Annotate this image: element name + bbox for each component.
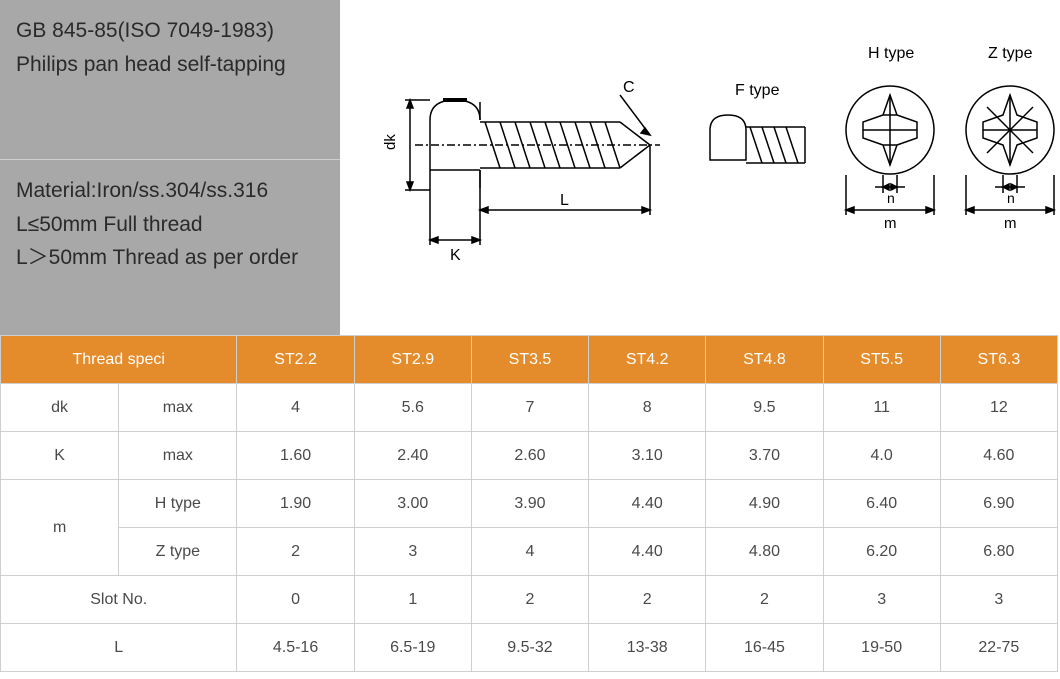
- label-k: K: [450, 247, 461, 264]
- label-c: C: [623, 79, 635, 96]
- cell: 4: [471, 528, 588, 576]
- spec-label-cell: Thread speci: [1, 336, 237, 384]
- diagram-panel: dk C L K F type H type Z type n m n m: [340, 0, 1060, 335]
- cell: 4.0: [823, 432, 940, 480]
- title-line2: Philips pan head self-tapping: [16, 48, 324, 82]
- cell: 12: [940, 384, 1057, 432]
- cell: 11: [823, 384, 940, 432]
- label-ftype: F type: [735, 82, 780, 99]
- table-header-row: Thread speci ST2.2 ST2.9 ST3.5 ST4.2 ST4…: [1, 336, 1058, 384]
- cell: 4.5-16: [237, 624, 354, 672]
- cell: 7: [471, 384, 588, 432]
- table-row: Z type 2 3 4 4.40 4.80 6.20 6.80: [1, 528, 1058, 576]
- cell: 2: [589, 576, 706, 624]
- cell: 5.6: [354, 384, 471, 432]
- label-htype: H type: [868, 45, 914, 62]
- cell: 4.40: [589, 480, 706, 528]
- label-h-m: m: [884, 215, 897, 232]
- cell: 9.5-32: [471, 624, 588, 672]
- row-label: dk: [1, 384, 119, 432]
- cell: 2: [471, 576, 588, 624]
- cell: 13-38: [589, 624, 706, 672]
- row-sub: max: [119, 384, 237, 432]
- label-l: L: [560, 192, 569, 209]
- col-head: ST4.2: [589, 336, 706, 384]
- cell: 9.5: [706, 384, 823, 432]
- col-head: ST3.5: [471, 336, 588, 384]
- row-sub: H type: [119, 480, 237, 528]
- screw-diagram: dk C L K F type H type Z type n m n m: [360, 40, 1060, 300]
- material-block: Material:Iron/ss.304/ss.316 L≤50mm Full …: [0, 160, 340, 335]
- row-sub: max: [119, 432, 237, 480]
- table-row: Slot No. 0 1 2 2 2 3 3: [1, 576, 1058, 624]
- cell: 4: [237, 384, 354, 432]
- row-sub: Z type: [119, 528, 237, 576]
- cell: 6.40: [823, 480, 940, 528]
- cell: 1.90: [237, 480, 354, 528]
- cell: 3.10: [589, 432, 706, 480]
- row-label: K: [1, 432, 119, 480]
- cell: 4.90: [706, 480, 823, 528]
- cell: 3.00: [354, 480, 471, 528]
- top-section: GB 845-85(ISO 7049-1983) Philips pan hea…: [0, 0, 1060, 335]
- cell: 0: [237, 576, 354, 624]
- material-line1: Material:Iron/ss.304/ss.316: [16, 174, 324, 208]
- cell: 3: [823, 576, 940, 624]
- col-head: ST4.8: [706, 336, 823, 384]
- cell: 6.5-19: [354, 624, 471, 672]
- material-line2: L≤50mm Full thread: [16, 208, 324, 242]
- label-ztype: Z type: [988, 45, 1033, 62]
- material-line3: L＞50mm Thread as per order: [16, 241, 324, 275]
- cell: 6.90: [940, 480, 1057, 528]
- cell: 4.80: [706, 528, 823, 576]
- cell: 2: [237, 528, 354, 576]
- cell: 22-75: [940, 624, 1057, 672]
- col-head: ST2.2: [237, 336, 354, 384]
- label-z-m: m: [1004, 215, 1017, 232]
- row-label-span: L: [1, 624, 237, 672]
- cell: 2: [706, 576, 823, 624]
- cell: 3: [354, 528, 471, 576]
- cell: 2.40: [354, 432, 471, 480]
- row-label: m: [1, 480, 119, 576]
- label-z-n: n: [1007, 190, 1015, 206]
- spec-table: Thread speci ST2.2 ST2.9 ST3.5 ST4.2 ST4…: [0, 335, 1058, 672]
- cell: 1: [354, 576, 471, 624]
- cell: 16-45: [706, 624, 823, 672]
- cell: 2.60: [471, 432, 588, 480]
- table-row: K max 1.60 2.40 2.60 3.10 3.70 4.0 4.60: [1, 432, 1058, 480]
- cell: 4.60: [940, 432, 1057, 480]
- cell: 19-50: [823, 624, 940, 672]
- col-head: ST5.5: [823, 336, 940, 384]
- cell: 4.40: [589, 528, 706, 576]
- info-panel: GB 845-85(ISO 7049-1983) Philips pan hea…: [0, 0, 340, 335]
- col-head: ST6.3: [940, 336, 1057, 384]
- table-row: L 4.5-16 6.5-19 9.5-32 13-38 16-45 19-50…: [1, 624, 1058, 672]
- cell: 1.60: [237, 432, 354, 480]
- col-head: ST2.9: [354, 336, 471, 384]
- title-line1: GB 845-85(ISO 7049-1983): [16, 14, 324, 48]
- label-h-n: n: [887, 190, 895, 206]
- cell: 3.90: [471, 480, 588, 528]
- row-label-span: Slot No.: [1, 576, 237, 624]
- label-dk: dk: [382, 134, 399, 150]
- title-block: GB 845-85(ISO 7049-1983) Philips pan hea…: [0, 0, 340, 160]
- table-row: m H type 1.90 3.00 3.90 4.40 4.90 6.40 6…: [1, 480, 1058, 528]
- cell: 6.20: [823, 528, 940, 576]
- cell: 3.70: [706, 432, 823, 480]
- cell: 8: [589, 384, 706, 432]
- table-row: dk max 4 5.6 7 8 9.5 11 12: [1, 384, 1058, 432]
- cell: 3: [940, 576, 1057, 624]
- cell: 6.80: [940, 528, 1057, 576]
